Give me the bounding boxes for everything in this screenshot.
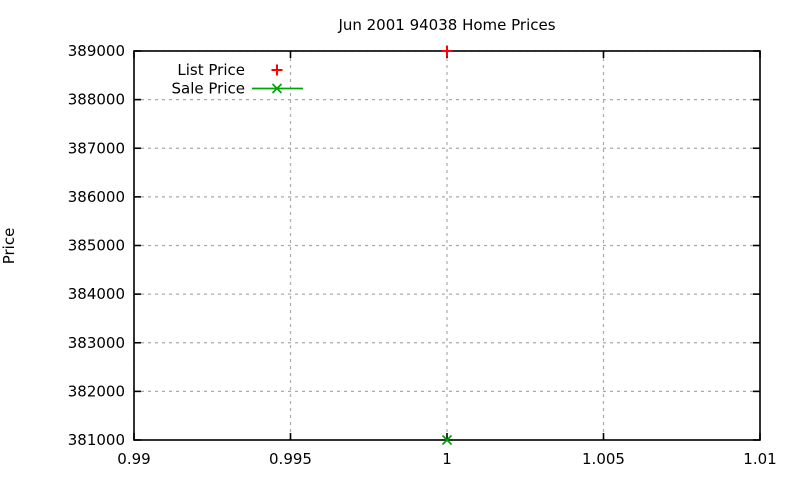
axis-ticks (133, 50, 761, 441)
y-tick-label: 385000 (68, 237, 125, 255)
x-tick-label: 0.99 (117, 450, 150, 468)
x-tick-label: 1.01 (743, 450, 776, 468)
y-tick-label: 387000 (68, 139, 125, 157)
x-tick-label: 1 (442, 450, 452, 468)
plus-marker (441, 45, 453, 57)
chart-title: Jun 2001 94038 Home Prices (337, 16, 555, 34)
y-tick-label: 384000 (68, 285, 125, 303)
legend-label: Sale Price (172, 80, 245, 98)
y-axis-label: Price (0, 228, 18, 265)
y-tick-label: 388000 (68, 91, 125, 109)
y-tick-label: 383000 (68, 334, 125, 352)
gridlines (133, 50, 761, 441)
y-tick-label: 381000 (68, 431, 125, 449)
plus-marker (271, 64, 283, 76)
x-tick-labels: 0.99 0.995 1 1.005 1.01 (117, 450, 776, 468)
x-tick-label: 0.995 (269, 450, 312, 468)
y-tick-label: 382000 (68, 382, 125, 400)
legend-label: List Price (177, 61, 245, 79)
y-tick-labels: 381000 382000 383000 384000 385000 386000 3870… (68, 42, 125, 449)
x-tick-label: 1.005 (582, 450, 625, 468)
cross-marker (271, 83, 283, 94)
y-tick-label: 389000 (68, 42, 125, 60)
y-tick-label: 386000 (68, 188, 125, 206)
data-points (441, 45, 453, 446)
cross-marker (441, 434, 453, 446)
